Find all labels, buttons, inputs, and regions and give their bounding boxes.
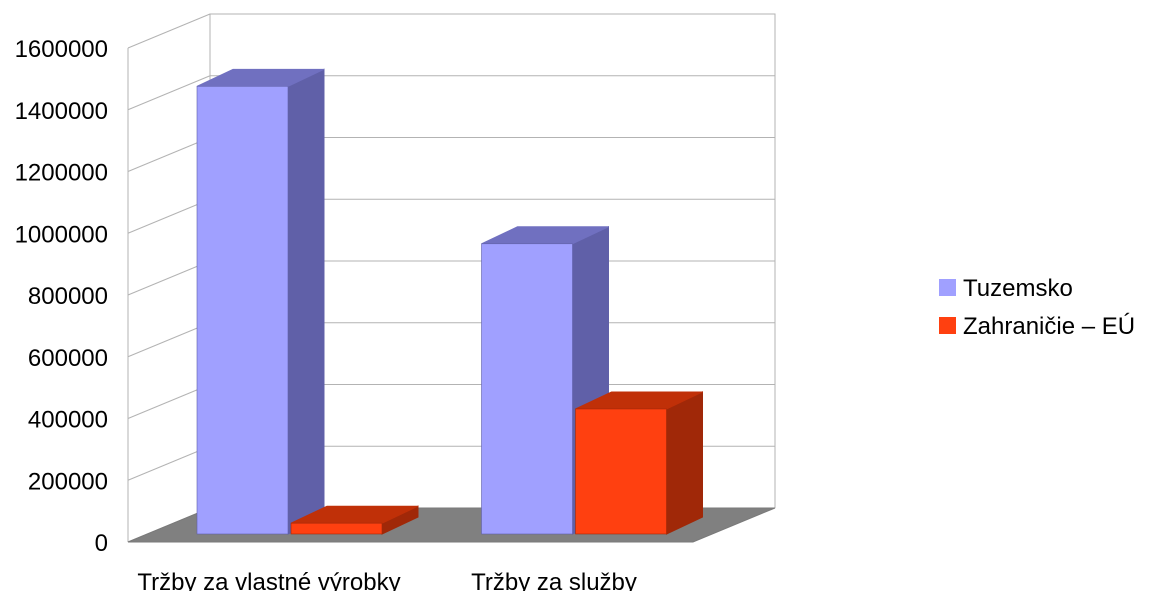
x-axis: Tržby za vlastné výrobky Tržby za služby (137, 569, 637, 596)
y-tick-label: 400000 (28, 407, 108, 434)
bar (481, 243, 573, 535)
legend-swatch (939, 317, 956, 334)
legend: Tuzemsko Zahraničie – EÚ (939, 275, 1135, 340)
gridline-diagonal (127, 322, 211, 358)
gridline-diagonal (127, 445, 211, 481)
legend-swatch (939, 279, 956, 296)
y-tick-label: 800000 (28, 283, 108, 310)
bar (196, 86, 289, 535)
y-tick-label: 1200000 (15, 160, 108, 187)
bar-side (666, 391, 703, 535)
x-tick-label: Tržby za vlastné výrobky (137, 569, 400, 591)
bars (196, 68, 703, 535)
legend-label: Tuzemsko (963, 275, 1073, 302)
gridline-diagonal (127, 198, 211, 234)
y-tick-label: 600000 (28, 345, 108, 372)
bar (290, 522, 383, 535)
gridline-diagonal (127, 260, 211, 296)
x-tick-label: Tržby za služby (471, 569, 637, 591)
bar (575, 408, 667, 535)
gridline-diagonal (127, 75, 211, 111)
gridline-diagonal (127, 384, 211, 419)
y-tick-label: 1000000 (15, 221, 108, 248)
y-tick-label: 1400000 (15, 98, 108, 125)
y-axis: 0 200000 400000 600000 800000 1000000 1200000 1… (15, 36, 108, 557)
legend-label: Zahraničie – EÚ (963, 313, 1135, 340)
bar-side (287, 68, 325, 535)
y-tick-label: 1600000 (15, 36, 108, 63)
y-tick-label: 0 (95, 530, 108, 557)
gridline-diagonal (127, 13, 211, 49)
y-tick-label: 200000 (28, 468, 108, 495)
gridline-diagonal (127, 137, 211, 172)
